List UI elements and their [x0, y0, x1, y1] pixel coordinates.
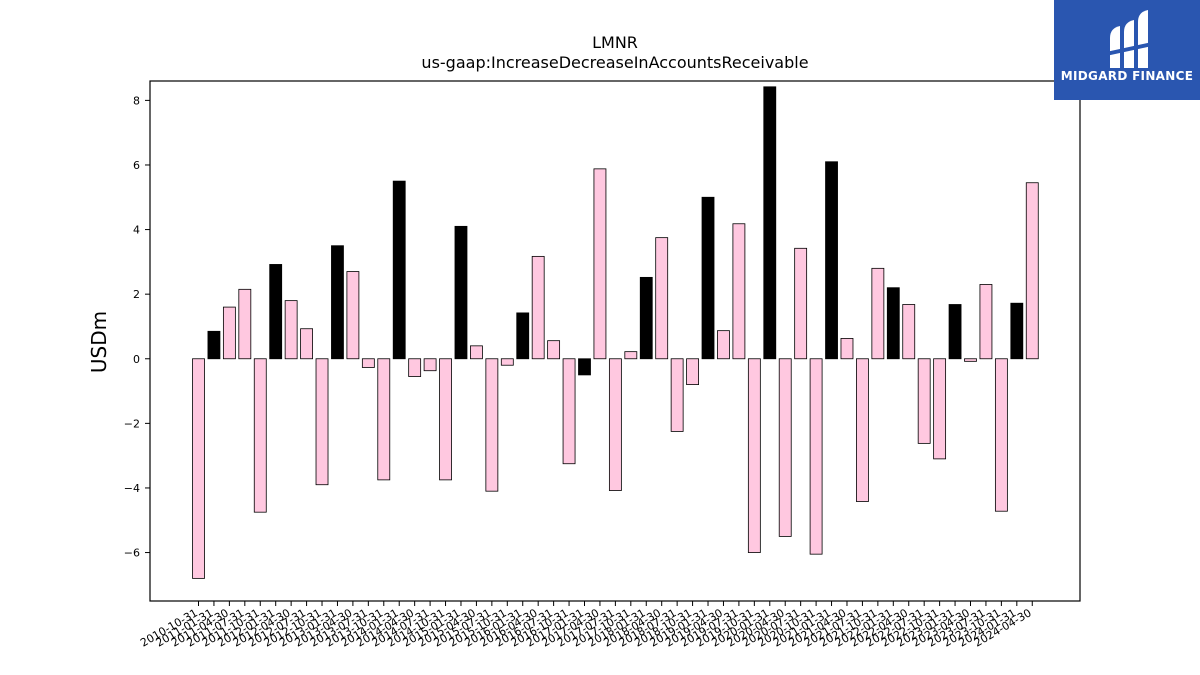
bar-2018-04-30	[655, 237, 669, 360]
bar-2015-01-31	[454, 225, 468, 360]
y-tick-label: 8	[133, 94, 140, 107]
bar-2022-07-31	[917, 358, 931, 444]
bar-2017-01-31	[578, 358, 591, 376]
y-tick-label: 0	[133, 353, 140, 366]
midgard-logo-icon	[1106, 10, 1152, 68]
bar-2023-10-31	[994, 358, 1008, 512]
bar-2023-04-30	[964, 358, 977, 362]
y-tick-label: 6	[133, 159, 140, 172]
chart-title: LMNR	[592, 33, 638, 52]
y-tick-label: −2	[124, 417, 140, 430]
bar-2013-04-30	[346, 271, 360, 360]
bar-2017-07-31	[608, 358, 622, 491]
bar-2011-10-31	[253, 358, 267, 513]
bar-2018-07-31	[670, 358, 684, 432]
bar-2012-04-30	[284, 300, 298, 360]
bar-2010-10-31	[192, 358, 205, 579]
y-axis-label: USDm	[87, 311, 111, 373]
bar-2019-07-31	[732, 223, 746, 360]
bar-2014-07-31	[423, 358, 437, 372]
bar-2022-10-31	[933, 358, 947, 460]
bar-2016-07-31	[547, 340, 561, 360]
bar-2013-07-31	[361, 358, 375, 368]
bar-2014-04-30	[408, 358, 422, 377]
bar-2013-10-31	[377, 358, 391, 481]
bar-2020-04-30	[778, 358, 792, 537]
bar-2023-07-31	[979, 284, 993, 360]
bar-2012-10-31	[315, 358, 329, 486]
bar-2021-07-31	[856, 358, 869, 502]
bar-2015-07-31	[485, 358, 499, 492]
bar-2018-10-31	[686, 358, 699, 386]
bar-2020-10-31	[809, 358, 823, 555]
bar-2023-01-31	[948, 304, 962, 360]
bar-2020-01-31	[763, 86, 777, 360]
bar-2011-07-31	[238, 288, 252, 360]
y-tick-label: −6	[124, 547, 140, 560]
bar-2024-01-31	[1010, 302, 1024, 360]
bar-2012-07-31	[300, 328, 313, 360]
bar-2012-01-31	[269, 264, 283, 360]
bar-2016-10-31	[562, 358, 576, 465]
bar-2021-01-31	[825, 161, 838, 360]
chart-subtitle: us-gaap:IncreaseDecreaseInAccountsReceiv…	[421, 53, 808, 72]
bar-2016-04-30	[531, 255, 545, 360]
brand-name: MIDGARD FINANCE	[1060, 69, 1194, 83]
bar-2019-10-31	[747, 358, 761, 553]
bar-2020-07-31	[794, 247, 808, 360]
bar-2015-04-30	[470, 345, 483, 360]
bar-2013-01-31	[331, 245, 344, 360]
bar-2019-01-31	[701, 196, 715, 360]
bar-2016-01-31	[516, 312, 530, 360]
bar-2022-04-30	[902, 304, 916, 360]
y-tick-label: 2	[133, 288, 140, 301]
x-axis: 2010-10-312011-01-312011-04-302011-07-31…	[138, 601, 1034, 650]
bar-2011-01-31	[207, 330, 221, 360]
bar-2019-04-30	[717, 330, 730, 360]
bar-2024-04-30	[1025, 182, 1039, 360]
bar-2014-10-31	[439, 358, 452, 481]
bar-2021-04-30	[840, 338, 854, 360]
bar-2022-01-31	[886, 287, 900, 360]
bar-2015-10-31	[500, 358, 514, 366]
bar-2018-01-31	[639, 276, 653, 360]
bar-2017-04-30	[593, 168, 607, 360]
y-axis: −6 −4 −2 0 2 4 6 8	[124, 94, 150, 560]
bar-series	[192, 86, 1039, 579]
bar-2021-10-31	[871, 267, 885, 360]
bar-2011-04-30	[222, 306, 236, 360]
plot-frame	[149, 80, 1081, 602]
bar-2014-01-31	[392, 180, 406, 360]
y-tick-label: 4	[133, 224, 140, 237]
bar-2017-10-31	[624, 351, 638, 360]
brand-logo: MIDGARD FINANCE	[1054, 0, 1200, 100]
y-tick-label: −4	[124, 482, 140, 495]
